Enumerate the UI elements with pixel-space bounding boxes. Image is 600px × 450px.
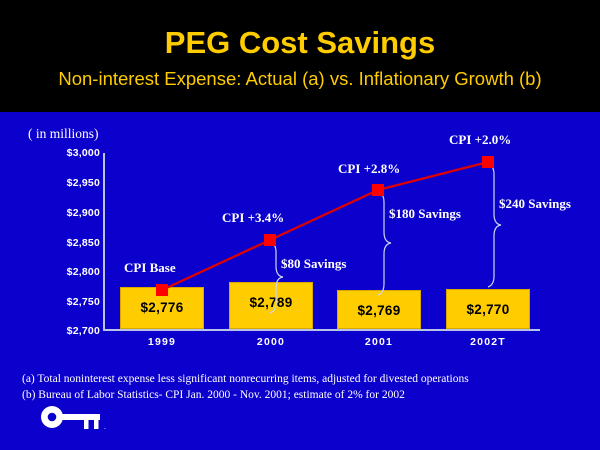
bar-2002t: $2,770 [446, 289, 530, 329]
savings-label-2002t: $240 Savings [499, 196, 571, 211]
y-axis-line [103, 153, 105, 330]
chart-area: ( in millions) $3,000 $2,950 $2,900 $2,8… [0, 112, 600, 362]
x-axis-line [103, 329, 540, 331]
cpi-marker-2001 [372, 184, 384, 196]
y-tick-label: $3,000 [66, 147, 100, 159]
cpi-line-overlay [156, 156, 502, 314]
x-tick-label-2000: 2000 [256, 336, 286, 348]
svg-text:.: . [104, 423, 106, 431]
savings-bracket-2001 [377, 191, 392, 296]
y-tick-label: $2,900 [66, 207, 100, 219]
savings-bracket-2002t [487, 163, 502, 288]
savings-bracket-2000 [269, 241, 284, 314]
bar-1999: $2,776 [120, 287, 204, 329]
cpi-label-2001: CPI +2.8% [338, 161, 401, 176]
savings-label-2000: $80 Savings [281, 256, 347, 271]
bar-value-label: $2,776 [140, 300, 184, 315]
x-tick-label-2002t: 2002T [470, 336, 506, 348]
cpi-label-2000: CPI +3.4% [222, 210, 285, 225]
axis-units-label: ( in millions) [28, 126, 99, 141]
y-tick-label: $2,850 [66, 237, 100, 249]
cpi-marker-2002t [482, 156, 494, 168]
bar-value-label: $2,770 [466, 302, 510, 317]
page-title: PEG Cost Savings [164, 25, 436, 60]
x-tick-label-2001: 2001 [364, 336, 394, 348]
key-logo-icon: . [41, 406, 106, 431]
bar-value-label: $2,789 [249, 295, 293, 310]
page-subtitle: Non-interest Expense: Actual (a) vs. Inf… [58, 68, 542, 89]
bar-value-label: $2,769 [357, 303, 401, 318]
x-tick-label-1999: 1999 [147, 336, 177, 348]
y-tick-label: $2,750 [66, 296, 100, 308]
footnote-a: (a) Total noninterest expense less signi… [22, 373, 469, 385]
y-tick-label: $2,950 [66, 177, 100, 189]
content-panel: ( in millions) $3,000 $2,950 $2,900 $2,8… [0, 112, 600, 450]
cpi-marker-1999 [156, 284, 168, 296]
cpi-label-2002t: CPI +2.0% [449, 132, 512, 147]
y-tick-label: $2,700 [66, 325, 100, 337]
savings-label-2001: $180 Savings [389, 206, 461, 221]
cpi-marker-2000 [264, 234, 276, 246]
y-tick-label: $2,800 [66, 266, 100, 278]
footnote-b: (b) Bureau of Labor Statistics- CPI Jan.… [22, 389, 405, 401]
y-axis-ticks: $3,000 $2,950 $2,900 $2,850 $2,800 $2,75… [38, 112, 100, 362]
bar-2001: $2,769 [337, 290, 421, 329]
bar-2000: $2,789 [229, 282, 313, 329]
footnotes: (a) Total noninterest expense less signi… [22, 371, 582, 403]
title-block: PEG Cost Savings Non-interest Expense: A… [0, 0, 600, 112]
cpi-label-1999: CPI Base [124, 260, 176, 275]
cpi-line [161, 160, 489, 292]
